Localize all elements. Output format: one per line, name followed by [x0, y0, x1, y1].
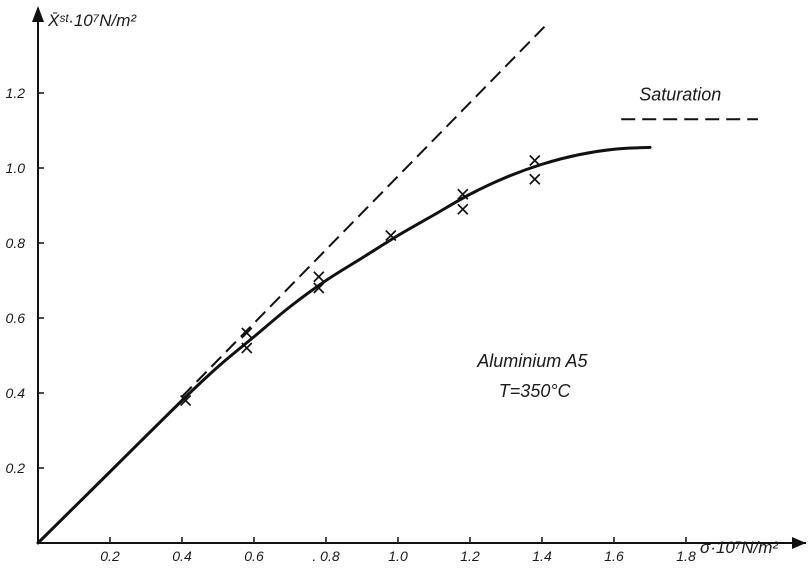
x-tick-label: 0.2	[100, 548, 120, 564]
x-tick-label: 0.4	[172, 548, 192, 564]
x-tick-label: 1.6	[604, 548, 624, 564]
annotations: Saturation Aluminium A5 T=350°C	[476, 85, 721, 401]
x-tick-label: 1.8	[676, 548, 696, 564]
marker-stroke	[241, 327, 253, 339]
x-tick-label: 1.2	[460, 548, 480, 564]
y-tick-label: 0.4	[6, 385, 26, 401]
annotation-text: T=350°C	[499, 381, 572, 401]
y-tick-label: 1.2	[6, 85, 26, 101]
y-tick-label: 1.0	[6, 160, 26, 176]
dashed-line	[181, 24, 547, 398]
marker-stroke	[313, 271, 325, 283]
x-tick-label: . 0.8	[312, 548, 339, 564]
y-axis-arrow	[32, 6, 44, 22]
annotation-text: Saturation	[639, 85, 721, 105]
data-point-marker	[241, 327, 253, 339]
fitted-curve	[36, 145, 652, 545]
x-axis-arrow	[792, 537, 806, 549]
x-axis-title: σ̄·10⁷N/m²	[700, 538, 779, 557]
marker-stroke	[385, 229, 397, 242]
marker-stroke	[529, 154, 541, 167]
x-tick-label: 1.4	[532, 548, 552, 564]
data-point-marker	[457, 203, 469, 215]
axes	[32, 6, 806, 549]
y-tick-label: 0.8	[6, 235, 26, 251]
marker-stroke	[241, 342, 253, 354]
marker-stroke	[180, 394, 192, 407]
y-tick-label: 0.2	[6, 460, 26, 476]
data-point-marker	[313, 271, 325, 283]
y-tick-label: 0.6	[6, 310, 26, 326]
data-point-marker	[529, 154, 541, 167]
marker-stroke	[457, 188, 469, 200]
ticks: 0.2 0.4 0.6 . 0.8 1.0 1.2 1.4 1.6 1.8 0.2 0.4 0.6 0.…	[6, 85, 696, 564]
annotation-text: Aluminium A5	[476, 351, 588, 371]
data-point-marker	[529, 173, 541, 185]
x-tick-label: 1.0	[388, 548, 408, 564]
marker-stroke	[457, 203, 469, 215]
x-tick-label: 0.6	[244, 548, 264, 564]
marker-stroke	[529, 173, 541, 185]
data-point-marker	[180, 394, 192, 407]
y-axis-title: X̄ˢᵗ·10⁷N/m²	[47, 11, 137, 30]
series-layer	[36, 24, 758, 545]
